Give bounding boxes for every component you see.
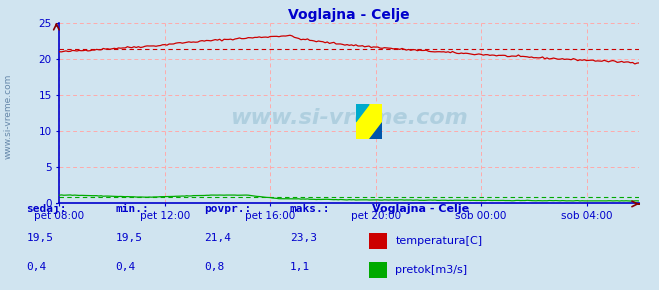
Text: sedaj:: sedaj: [26,203,67,214]
Title: Voglajna - Celje: Voglajna - Celje [289,8,410,22]
Text: 19,5: 19,5 [26,233,53,243]
Text: www.si-vreme.com: www.si-vreme.com [231,108,468,128]
Text: povpr.:: povpr.: [204,204,252,214]
Text: temperatura[C]: temperatura[C] [395,236,482,246]
Text: 0,4: 0,4 [115,262,136,272]
Polygon shape [356,104,369,122]
Text: Voglajna - Celje: Voglajna - Celje [372,204,469,214]
Polygon shape [369,122,382,139]
Text: 23,3: 23,3 [290,233,317,243]
Text: min.:: min.: [115,204,149,214]
Text: 0,8: 0,8 [204,262,225,272]
Text: pretok[m3/s]: pretok[m3/s] [395,265,467,275]
Text: 1,1: 1,1 [290,262,310,272]
Text: 21,4: 21,4 [204,233,231,243]
Text: maks.:: maks.: [290,204,330,214]
Text: www.si-vreme.com: www.si-vreme.com [3,73,13,159]
Text: 0,4: 0,4 [26,262,47,272]
Text: 19,5: 19,5 [115,233,142,243]
